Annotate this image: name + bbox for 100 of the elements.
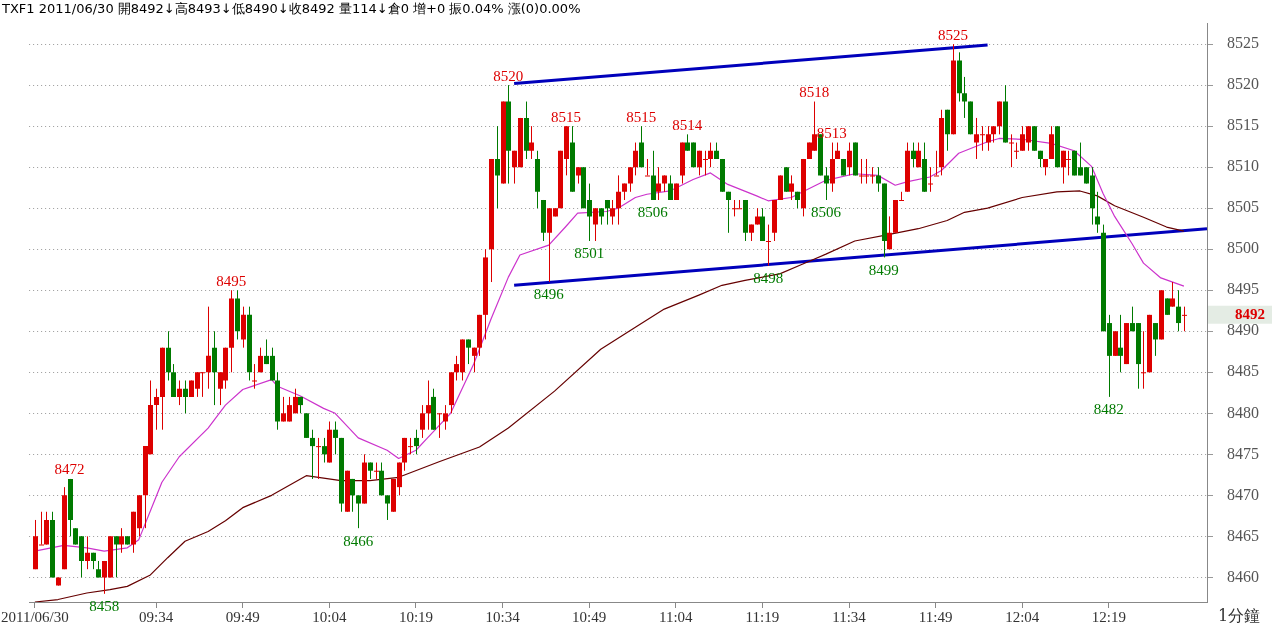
candlestick [374, 462, 379, 480]
candlestick [605, 199, 610, 226]
y-tick-label: 8495 [1227, 280, 1259, 298]
candlestick [1176, 289, 1181, 332]
y-tick-label: 8470 [1227, 485, 1259, 503]
candlestick [466, 338, 471, 365]
candlestick [916, 142, 921, 168]
annotation: 8514 [672, 116, 703, 133]
y-tick-label: 8505 [1227, 198, 1259, 216]
candlestick [350, 478, 355, 513]
x-tick-label: 2011/06/30 [1, 608, 69, 625]
annotation: 8501 [574, 245, 605, 262]
candlestick [766, 224, 771, 267]
candlestick [1014, 142, 1019, 160]
x-tick-label: 11:04 [658, 608, 694, 625]
candlestick [645, 158, 650, 177]
annotation: 8506 [810, 204, 842, 221]
candlestick [310, 429, 315, 480]
annotation: 8466 [343, 532, 374, 549]
y-tick-label: 8510 [1227, 157, 1259, 175]
annotation: 8513 [816, 125, 847, 141]
y-tick-label: 8485 [1227, 362, 1259, 380]
candlestick [876, 166, 881, 193]
candlestick [962, 76, 967, 119]
candlestick [610, 199, 615, 226]
candlestick [824, 166, 829, 201]
x-tick-label: 09:49 [225, 608, 260, 625]
annotation: 8506 [637, 204, 669, 221]
x-tick-label: 11:49 [918, 608, 953, 625]
y-tick-label: 8465 [1227, 526, 1259, 544]
candlestick [593, 207, 598, 242]
candlestick [177, 379, 182, 406]
annotation: 8520 [493, 67, 524, 84]
candlestick [258, 347, 263, 373]
candlestick [252, 363, 257, 390]
y-tick-label: 8525 [1227, 34, 1259, 52]
candlestick [628, 166, 633, 193]
annotation: 8495 [216, 272, 247, 289]
candlestick [322, 437, 327, 464]
y-tick-label: 8500 [1227, 239, 1259, 257]
candlestick [426, 379, 431, 431]
candlestick [928, 166, 933, 193]
chart-title: TXF1 2011/06/30 開8492↓高8493↓低8490↓收8492 量114↓倉0 增+0 振0.04% 漲(0)0.00% [2, 0, 581, 18]
candlestick [119, 527, 124, 554]
y-tick-label: 8475 [1227, 444, 1259, 462]
candlestick [1118, 314, 1123, 373]
annotation: 8515 [626, 108, 657, 125]
candlestick [385, 494, 390, 521]
annotation: 8482 [1093, 401, 1124, 418]
annotation: 8518 [799, 83, 830, 100]
candlestick [789, 174, 794, 201]
x-tick-label: 12:19 [1091, 608, 1126, 625]
candlestick [616, 174, 621, 226]
candlestick [414, 429, 419, 455]
candlestick [206, 306, 211, 390]
x-tick-label: 10:19 [398, 608, 434, 625]
candlestick [420, 404, 425, 439]
candlestick [887, 215, 892, 250]
annotation: 8496 [533, 286, 565, 303]
annotation: 8499 [868, 261, 899, 278]
candlestick [708, 142, 713, 168]
annotation: 8515 [551, 108, 582, 125]
candlestick [633, 142, 638, 176]
y-tick-label: 8460 [1227, 567, 1259, 585]
candlestick [316, 437, 321, 480]
annotation: 8525 [937, 26, 968, 43]
candlestick [1009, 133, 1014, 168]
x-tick-label: 09:34 [139, 608, 174, 625]
x-tick-label: 11:34 [832, 608, 867, 625]
candlestick [934, 150, 939, 177]
annotation: 8472 [54, 461, 85, 478]
candlestick [333, 421, 338, 455]
x-axis-title: 1分鐘 [1218, 606, 1261, 627]
candlestick [1153, 322, 1158, 357]
y-tick-label: 8490 [1227, 321, 1259, 339]
x-tick-label: 10:34 [485, 608, 521, 625]
annotation: 8458 [89, 598, 120, 615]
candlestick [668, 174, 673, 201]
candlestick [154, 388, 159, 431]
candlestick [726, 191, 731, 234]
candlestick [356, 494, 361, 529]
candlestick [183, 379, 188, 414]
text: 8492 [1235, 305, 1265, 322]
x-tick-label: 11:19 [745, 608, 780, 625]
candlestick [114, 535, 119, 578]
candlestick [1141, 330, 1146, 390]
x-tick-label: 10:49 [572, 608, 607, 625]
x-tick-label: 10:04 [312, 608, 347, 625]
candlestick [656, 166, 661, 201]
candlestick [472, 347, 477, 373]
candlestick [911, 142, 916, 168]
y-tick-label: 8480 [1227, 403, 1259, 421]
y-tick-label: 8515 [1227, 116, 1259, 134]
candlestick [1182, 306, 1187, 332]
candlestick [1095, 191, 1100, 234]
x-tick-label: 12:04 [1005, 608, 1040, 625]
candlestick [85, 535, 90, 570]
candlestick [1170, 281, 1175, 308]
candlestick [529, 125, 534, 160]
candlestick [847, 142, 852, 176]
